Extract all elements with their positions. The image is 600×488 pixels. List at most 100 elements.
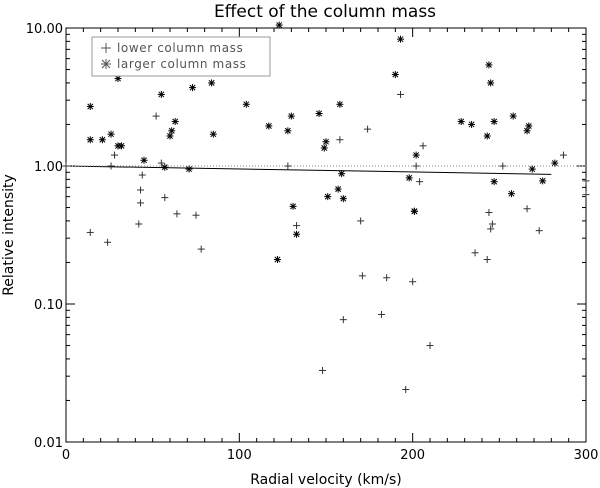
- data-point-larger: [410, 207, 418, 215]
- data-point-lower: [535, 227, 543, 235]
- data-point-lower: [485, 209, 493, 217]
- data-point-larger: [265, 122, 273, 130]
- data-point-larger: [86, 136, 94, 144]
- data-point-lower: [107, 162, 115, 170]
- data-point-larger: [412, 151, 420, 159]
- data-point-larger: [334, 185, 342, 193]
- axis-ticks: [65, 27, 587, 443]
- data-point-larger: [161, 163, 169, 171]
- data-point-larger: [405, 174, 413, 182]
- data-point-lower: [471, 249, 479, 257]
- data-point-larger: [551, 159, 559, 167]
- data-point-larger: [539, 177, 547, 185]
- data-point-larger: [140, 156, 148, 164]
- data-point-lower: [319, 366, 327, 374]
- data-point-lower: [192, 211, 200, 219]
- data-point-lower: [111, 151, 119, 159]
- data-point-lower: [157, 159, 165, 167]
- y-tick-label: 0.10: [34, 298, 63, 313]
- data-point-lower: [137, 186, 145, 194]
- data-point-larger: [168, 127, 176, 135]
- x-axis-label: Radial velocity (km/s): [250, 472, 402, 488]
- x-tick-label: 100: [227, 448, 252, 463]
- legend-asterisk-marker: [101, 59, 111, 69]
- data-point-lower: [383, 274, 391, 282]
- data-point-larger: [315, 110, 323, 118]
- legend-plus-marker: [101, 43, 111, 53]
- data-point-lower: [364, 125, 372, 133]
- data-point-lower: [86, 228, 94, 236]
- data-point-larger: [397, 35, 405, 43]
- data-point-larger: [391, 71, 399, 79]
- data-point-larger: [525, 122, 533, 130]
- data-point-larger: [273, 256, 281, 264]
- data-point-larger: [284, 127, 292, 135]
- data-point-larger: [107, 130, 115, 138]
- data-point-larger: [336, 100, 344, 108]
- data-point-lower: [419, 142, 427, 150]
- chart-title: Effect of the column mass: [214, 2, 436, 22]
- data-point-lower: [138, 171, 146, 179]
- plot-frame: [65, 27, 587, 443]
- data-point-lower: [488, 220, 496, 228]
- data-point-larger: [171, 118, 179, 126]
- data-point-lower: [412, 162, 420, 170]
- data-point-lower: [358, 272, 366, 280]
- x-tick-label: 200: [400, 448, 425, 463]
- data-point-larger: [320, 144, 328, 152]
- legend: lower column mass larger column mass: [91, 36, 271, 77]
- data-point-lower: [137, 199, 145, 207]
- y-tick-label: 10.00: [26, 22, 63, 37]
- x-tick-label: 0: [62, 448, 70, 463]
- data-point-larger: [185, 165, 193, 173]
- data-point-lower: [339, 316, 347, 324]
- data-point-larger: [287, 112, 295, 120]
- data-point-lower: [377, 310, 385, 318]
- data-point-larger: [157, 90, 165, 98]
- data-point-lower: [426, 342, 434, 350]
- axis-tick-labels: 0 100 200 300 0.01 0.10 1.00 10.00: [26, 22, 599, 463]
- data-point-larger: [509, 112, 517, 120]
- x-tick-label: 300: [574, 448, 599, 463]
- data-point-larger: [338, 170, 346, 178]
- data-point-larger: [289, 202, 297, 210]
- data-point-lower: [487, 225, 495, 233]
- data-point-larger: [98, 136, 106, 144]
- data-point-larger: [208, 79, 216, 87]
- data-point-lower: [284, 162, 292, 170]
- data-point-lower: [152, 112, 160, 120]
- data-point-lower: [104, 238, 112, 246]
- data-point-larger: [275, 21, 283, 29]
- data-point-larger: [209, 130, 217, 138]
- data-point-larger: [117, 142, 125, 150]
- data-point-larger: [528, 165, 536, 173]
- data-point-larger: [86, 102, 94, 110]
- data-point-larger: [189, 84, 197, 92]
- data-point-lower: [173, 210, 181, 218]
- data-points: [62, 21, 590, 394]
- data-point-larger: [483, 132, 491, 140]
- data-point-lower: [357, 217, 365, 225]
- data-point-larger: [242, 100, 250, 108]
- data-point-lower: [523, 205, 531, 213]
- data-point-larger: [485, 61, 493, 69]
- y-tick-label: 1.00: [34, 160, 63, 175]
- data-point-lower: [402, 386, 410, 394]
- data-point-lower: [397, 90, 405, 98]
- data-point-larger: [324, 193, 332, 201]
- data-point-larger: [457, 118, 465, 126]
- data-point-lower: [499, 162, 507, 170]
- data-point-lower: [135, 220, 143, 228]
- data-point-lower: [416, 178, 424, 186]
- data-point-larger: [468, 120, 476, 128]
- data-point-larger: [490, 118, 498, 126]
- data-point-lower: [62, 162, 70, 170]
- y-axis-label: Relative intensity: [1, 174, 17, 296]
- data-point-lower: [559, 151, 567, 159]
- data-point-larger: [507, 190, 515, 198]
- legend-label-larger: larger column mass: [117, 57, 247, 71]
- data-point-lower: [197, 245, 205, 253]
- fit-line-solid: [65, 165, 552, 175]
- data-point-lower: [409, 278, 417, 286]
